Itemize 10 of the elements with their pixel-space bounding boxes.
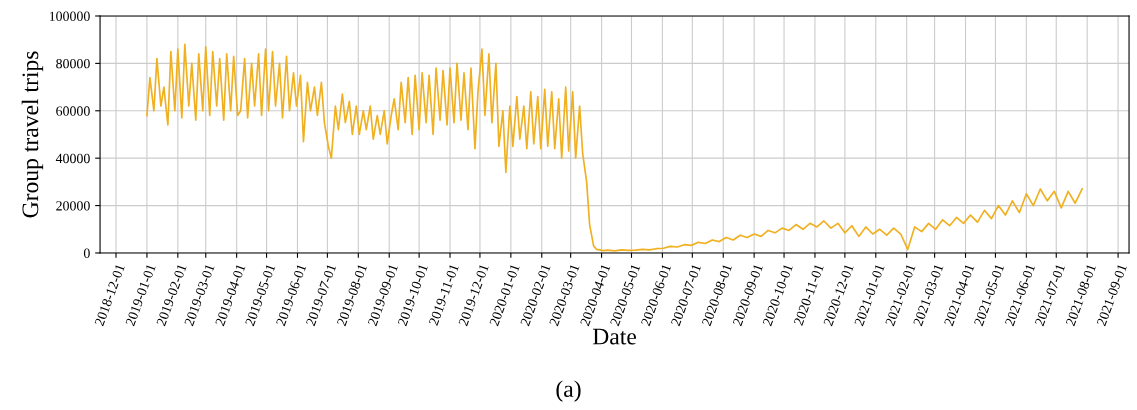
y-tick-label: 100000 — [49, 11, 90, 21]
x-axis-title: Date — [592, 328, 637, 345]
text: (a) — [556, 380, 581, 402]
y-tick-label: 40000 — [55, 153, 90, 164]
y-axis-title: Group travel trips — [21, 51, 44, 218]
y-tick-label: 80000 — [56, 58, 90, 69]
line-series — [146, 43, 1084, 252]
y-tick-label: 20000 — [56, 201, 90, 211]
y-tick-label: 60000 — [56, 106, 90, 116]
y-tick-label: 0 — [83, 248, 90, 258]
